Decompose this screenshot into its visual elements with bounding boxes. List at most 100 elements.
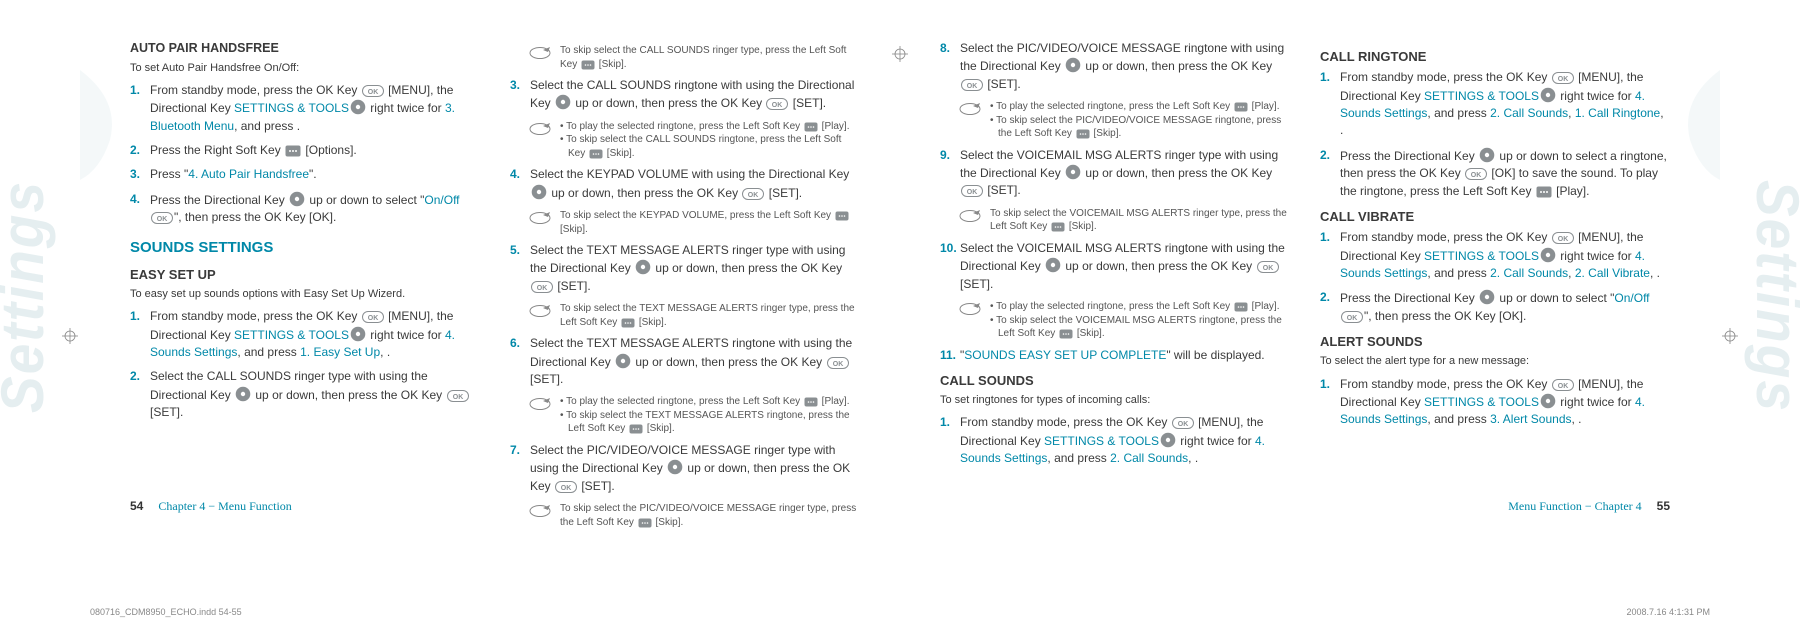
ok-key-icon: OK [827,357,849,369]
list-item: 1.From standby mode, press the OK Key OK… [130,82,480,135]
step-num: 4. [510,166,530,202]
svg-text:OK: OK [967,83,978,90]
steps: 4.Select the KEYPAD VOLUME with using th… [510,166,860,202]
note-hand-icon [528,302,554,318]
step-text: Press the Right Soft Key [Options]. [150,142,480,159]
list-item: 1.From standby mode, press the OK Key OK… [1320,229,1670,282]
soft-key-icon [621,318,635,328]
soft-key-icon [835,211,849,221]
ok-key-icon: OK [766,98,788,110]
steps: 8.Select the PIC/VIDEO/VOICE MESSAGE rin… [940,40,1290,93]
svg-text:OK: OK [1262,265,1273,272]
ok-key-icon: OK [151,212,173,224]
directional-key-icon [1065,57,1081,73]
step-text: From standby mode, press the OK Key OK [… [150,82,480,135]
steps-alert-sounds: 1.From standby mode, press the OK Key OK… [1320,376,1670,429]
ok-key-icon: OK [362,85,384,97]
steps: 10.Select the VOICEMAIL MSG ALERTS ringt… [940,240,1290,293]
soft-key-icon [1234,302,1248,312]
svg-text:OK: OK [832,361,843,368]
steps: 7.Select the PIC/VIDEO/VOICE MESSAGE rin… [510,442,860,495]
steps-call-sounds: 1.From standby mode, press the OK Key OK… [940,414,1290,467]
step-text: From standby mode, press the OK Key OK [… [1340,69,1670,140]
page-spread: AUTO PAIR HANDSFREE To set Auto Pair Han… [90,40,1710,520]
step-text: Select the VOICEMAIL MSG ALERTS ringer t… [960,147,1290,200]
note-hand-icon [528,44,554,60]
note-hand-icon [528,209,554,225]
list-item: 1.From standby mode, press the OK Key OK… [1320,69,1670,140]
slug-date: 2008.7.16 4:1:31 PM [1626,607,1710,617]
svg-text:OK: OK [1471,172,1482,179]
step-text: Select the VOICEMAIL MSG ALERTS ringtone… [960,240,1290,293]
svg-text:OK: OK [748,192,759,199]
directional-key-icon [1540,393,1556,409]
steps: 5.Select the TEXT MESSAGE ALERTS ringer … [510,242,860,295]
step-text: Select the PIC/VIDEO/VOICE MESSAGE ringe… [530,442,860,495]
steps-easy-setup: 1.From standby mode, press the OK Key OK… [130,308,480,421]
steps: 6.Select the TEXT MESSAGE ALERTS rington… [510,335,860,388]
list-item: 5.Select the TEXT MESSAGE ALERTS ringer … [510,242,860,295]
ok-key-icon: OK [1552,232,1574,244]
list-item: 10.Select the VOICEMAIL MSG ALERTS ringt… [940,240,1290,293]
step-num: 2. [130,142,150,159]
heading-call-sounds: CALL SOUNDS [940,372,1290,390]
soft-key-icon [804,397,818,407]
directional-key-icon [1540,87,1556,103]
svg-text:OK: OK [561,485,572,492]
ok-key-icon: OK [742,188,764,200]
steps-call-ringtone: 1.From standby mode, press the OK Key OK… [1320,69,1670,200]
list-item: 1.From standby mode, press the OK Key OK… [1320,376,1670,429]
note-row: • To play the selected ringtone, press t… [958,100,1290,141]
ok-key-icon: OK [961,185,983,197]
soft-key-icon [804,122,818,132]
intro-easy-setup: To easy set up sounds options with Easy … [130,287,480,302]
note-row: • To play the selected ringtone, press t… [528,120,860,161]
step-num: 4. [130,191,150,227]
step-text: From standby mode, press the OK Key OK [… [960,414,1290,467]
note-text: • To play the selected ringtone, press t… [990,100,1290,141]
soft-key-icon [581,60,595,70]
step-text: Press the Directional Key up or down to … [1340,147,1670,200]
step-text: Select the CALL SOUNDS ringer type with … [150,368,480,421]
step-num: 1. [940,414,960,467]
step-num: 8. [940,40,960,93]
step-num: 3. [510,77,530,113]
step-text: Press the Directional Key up or down to … [150,191,480,227]
svg-text:OK: OK [368,89,379,96]
ok-key-icon: OK [555,481,577,493]
list-item: 7.Select the PIC/VIDEO/VOICE MESSAGE rin… [510,442,860,495]
note-hand-icon [528,502,554,518]
note-hand-icon [958,100,984,116]
soft-key-icon [1051,222,1065,232]
step-num: 6. [510,335,530,388]
list-item: 11."SOUNDS EASY SET UP COMPLETE" will be… [940,347,1290,364]
directional-key-icon [350,99,366,115]
heading-sounds-settings: SOUNDS SETTINGS [130,237,480,258]
svg-text:OK: OK [368,315,379,322]
svg-text:OK: OK [1558,76,1569,83]
list-item: 4.Press the Directional Key up or down t… [130,191,480,227]
step-num: 2. [1320,289,1340,325]
note-row: • To play the selected ringtone, press t… [528,395,860,436]
p55-col2: CALL RINGTONE1.From standby mode, press … [1320,40,1670,520]
step-num: 9. [940,147,960,200]
svg-text:OK: OK [967,189,978,196]
slug-line: 080716_CDM8950_ECHO.indd 54-55 2008.7.16… [90,607,1710,617]
ok-key-icon: OK [531,281,553,293]
note-text: • To play the selected ringtone, press t… [560,120,860,161]
step-text: Select the PIC/VIDEO/VOICE MESSAGE ringt… [960,40,1290,93]
step-text: Press the Directional Key up or down to … [1340,289,1670,325]
step-num: 1. [130,82,150,135]
directional-key-icon [1160,432,1176,448]
directional-key-icon [531,184,547,200]
note-row: To skip select the PIC/VIDEO/VOICE MESSA… [528,502,860,529]
directional-key-icon [289,191,305,207]
note-hand-icon [958,300,984,316]
directional-key-icon [635,259,651,275]
svg-text:OK: OK [537,285,548,292]
ok-key-icon: OK [1552,379,1574,391]
intro-alert-sounds: To select the alert type for a new messa… [1320,354,1670,369]
ok-key-icon: OK [1257,261,1279,273]
step-text: Select the KEYPAD VOLUME with using the … [530,166,860,202]
note-row: To skip select the VOICEMAIL MSG ALERTS … [958,207,1290,234]
